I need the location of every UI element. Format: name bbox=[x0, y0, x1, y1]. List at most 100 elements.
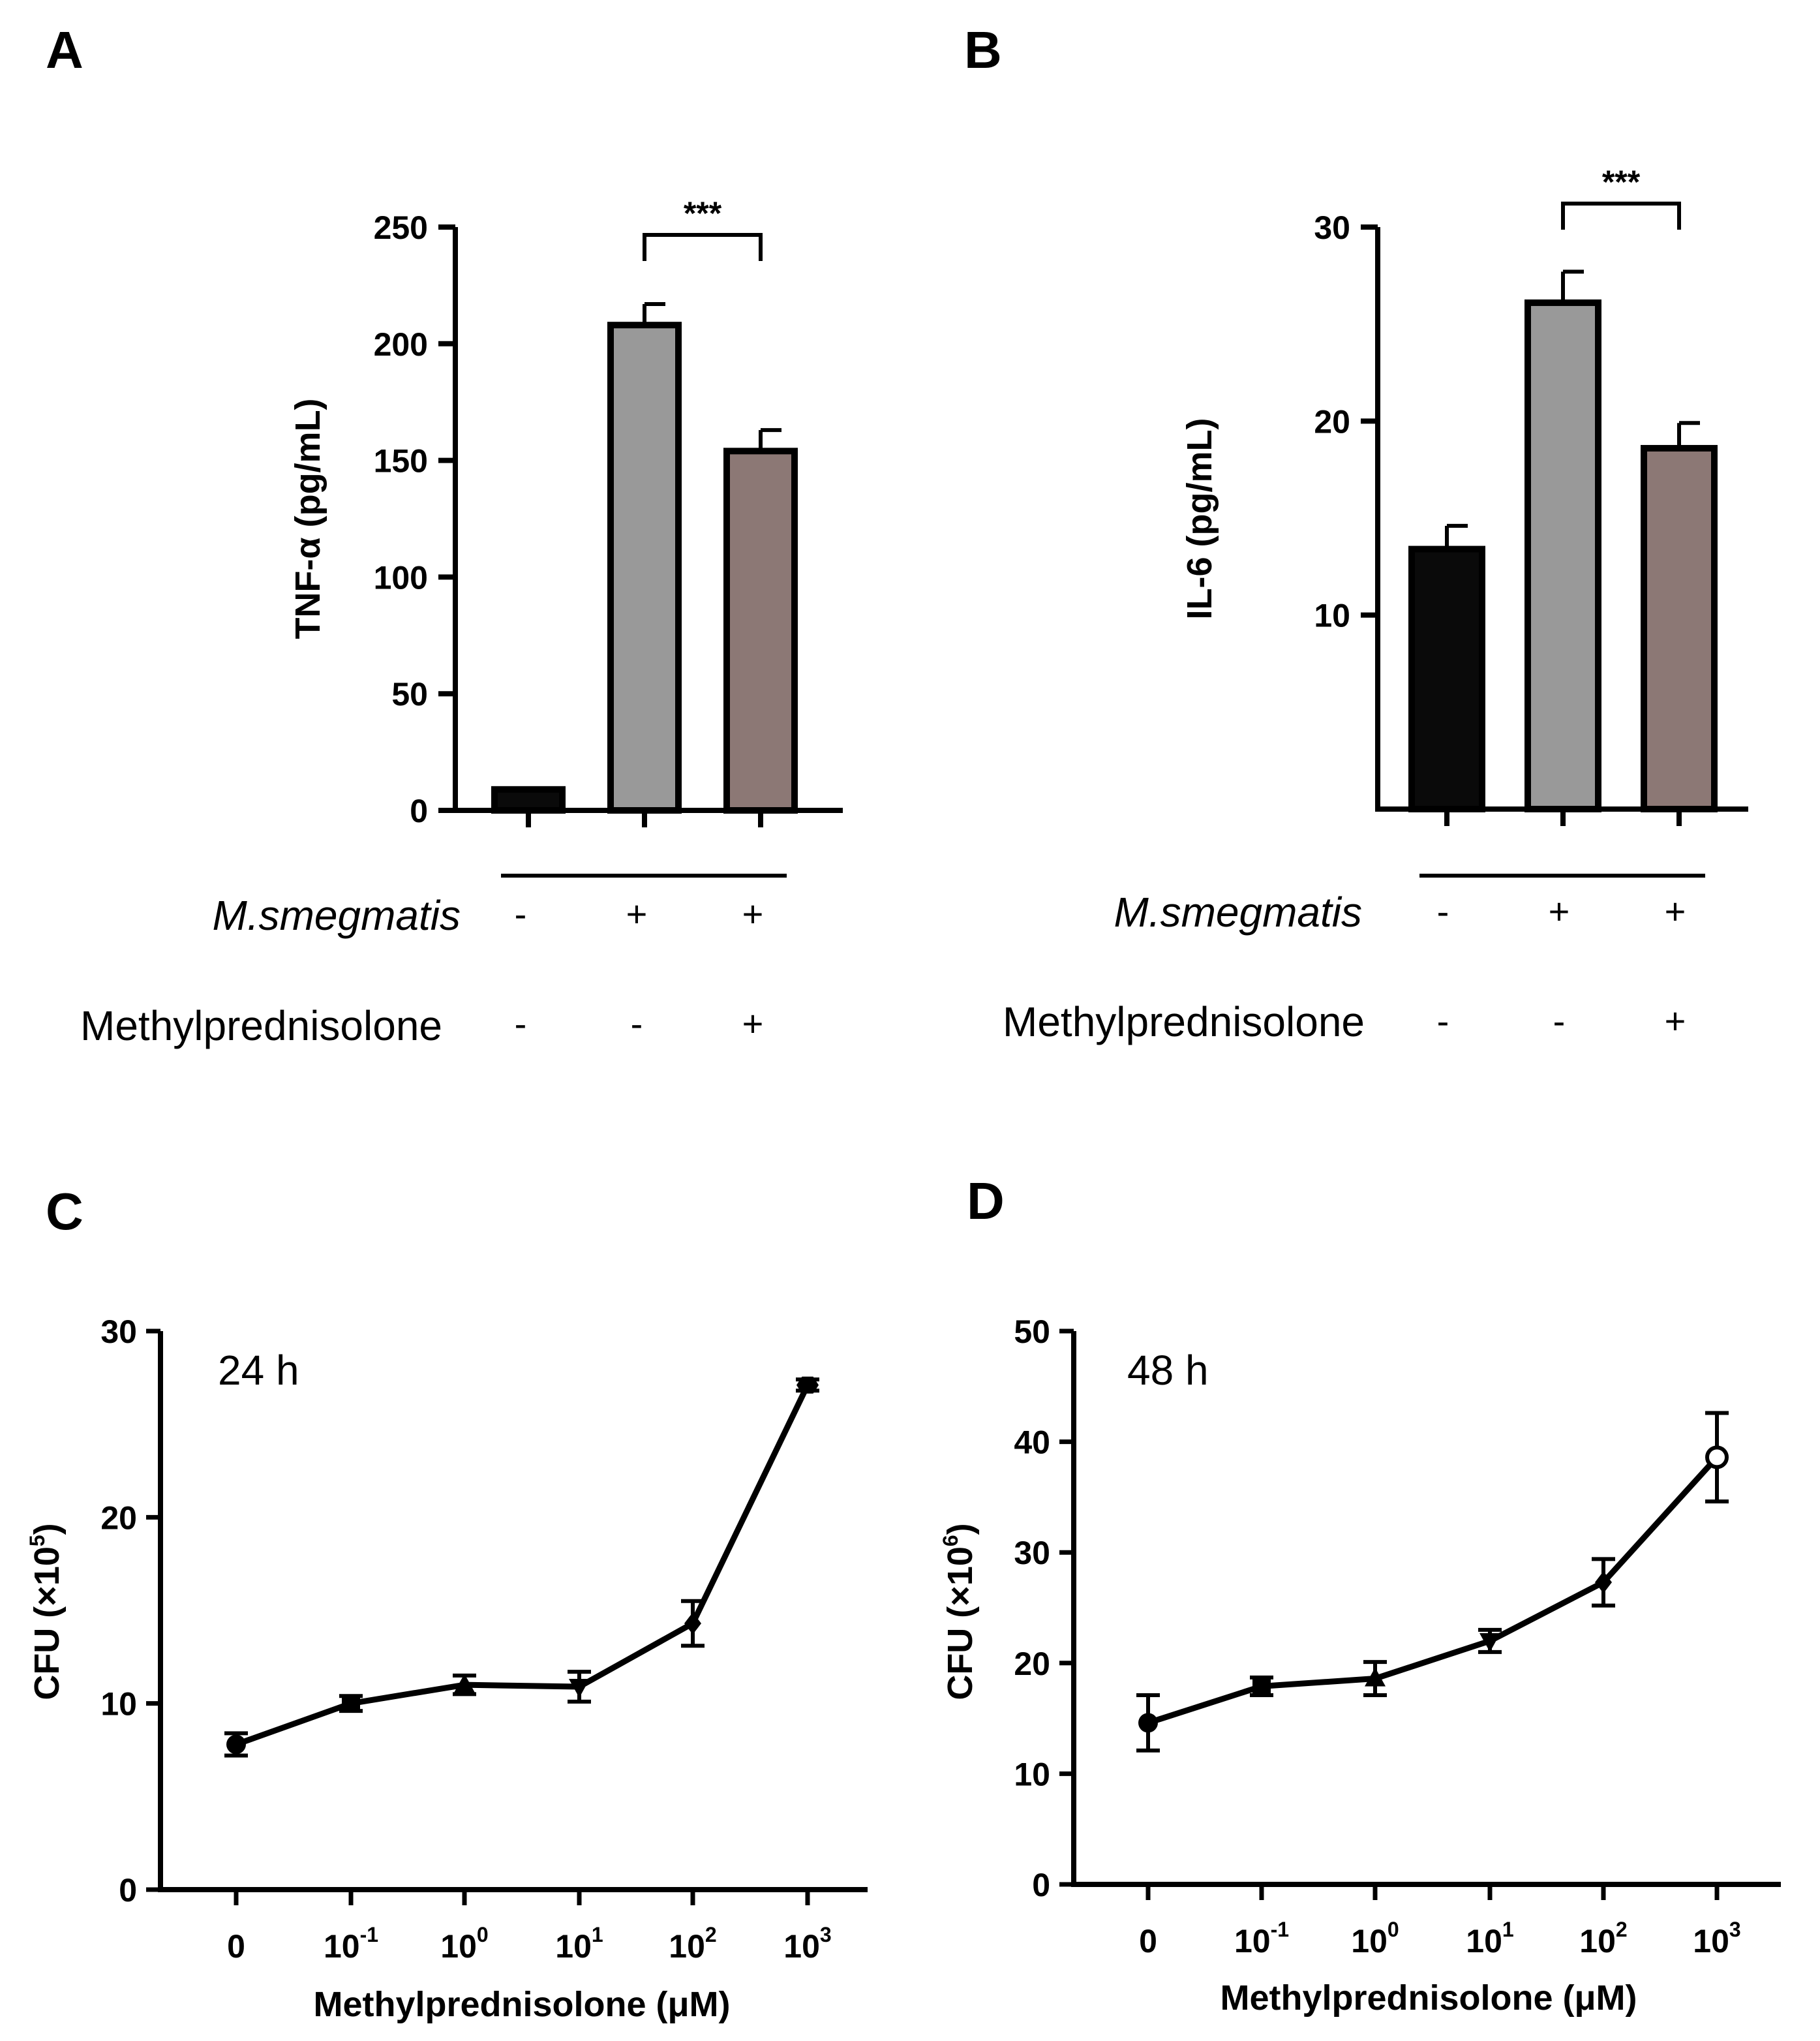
d-x-tick-label: 0 bbox=[1139, 1923, 1157, 1959]
d-x-tick-base: 10 bbox=[1466, 1923, 1502, 1959]
d-x-tick-exp: 0 bbox=[1388, 1918, 1399, 1941]
c-x-tick-base: 10 bbox=[783, 1928, 820, 1965]
c-y-tick-label: 10 bbox=[100, 1686, 137, 1723]
d-y-tick-label: 50 bbox=[1014, 1313, 1050, 1350]
c-y-axis-title-close: ) bbox=[27, 1523, 67, 1535]
a-condition-sign-m-smegmatis: - bbox=[515, 893, 527, 934]
b-condition-sign-m-smegmatis: - bbox=[1437, 891, 1449, 932]
b-condition-label-m-smegmatis: M.smegmatis bbox=[1114, 889, 1363, 936]
d-y-axis-title: CFU (×106) bbox=[939, 1523, 980, 1700]
c-x-tick-base: 10 bbox=[324, 1928, 360, 1965]
c-y-tick-label: 0 bbox=[119, 1872, 137, 1909]
c-y-tick-label: 20 bbox=[100, 1499, 137, 1536]
a-y-tick-label: 250 bbox=[374, 209, 428, 246]
b-bar bbox=[1524, 299, 1601, 812]
a-y-axis-title: TNF-α (pg/mL) bbox=[288, 398, 327, 639]
c-x-tick-exp: 3 bbox=[820, 1923, 832, 1946]
a-bar bbox=[607, 322, 682, 814]
c-x-tick-label: 0 bbox=[227, 1928, 245, 1965]
c-series-line bbox=[235, 1383, 811, 1747]
d-annotation-48h: 48 h bbox=[1127, 1347, 1209, 1394]
a-significance-bracket bbox=[643, 233, 763, 261]
d-y-tick-label: 20 bbox=[1014, 1646, 1050, 1682]
b-y-tick-label: 10 bbox=[1314, 598, 1350, 634]
d-data-point bbox=[1595, 1571, 1612, 1593]
d-data-point bbox=[1138, 1713, 1158, 1733]
panel-letter-b: B bbox=[964, 21, 1002, 79]
b-y-axis-title: IL-6 (pg/mL) bbox=[1180, 418, 1219, 620]
d-data-point bbox=[1479, 1633, 1500, 1652]
d-y-tick-label: 10 bbox=[1014, 1756, 1050, 1792]
panel-a: A 0 50 100 150 200 250 TNF-α (pg/mL) *** M.sm… bbox=[46, 21, 843, 1049]
d-x-tick-exp: 1 bbox=[1502, 1918, 1514, 1941]
c-x-tick-base: 10 bbox=[669, 1928, 705, 1965]
c-y-axis-title-exp: 5 bbox=[25, 1535, 49, 1546]
a-condition-label-m-smegmatis: M.smegmatis bbox=[213, 892, 461, 939]
d-x-tick-exp: 2 bbox=[1616, 1918, 1628, 1941]
a-condition-label-methylprednisolone: Methylprednisolone bbox=[80, 1002, 442, 1049]
c-data-point bbox=[796, 1376, 819, 1394]
c-y-axis-title-base: CFU (×10 bbox=[27, 1546, 67, 1700]
panel-letter-a: A bbox=[46, 21, 83, 79]
a-condition-sign-m-smegmatis: + bbox=[742, 893, 764, 934]
c-x-tick-exp: 2 bbox=[705, 1923, 717, 1946]
c-x-tick-label: 103 bbox=[783, 1923, 831, 1965]
d-x-tick-label: 100 bbox=[1351, 1918, 1399, 1959]
a-condition-sign-m-smegmatis: + bbox=[626, 893, 648, 934]
b-condition-sign-methylprednisolone: - bbox=[1553, 1000, 1566, 1041]
d-data-point bbox=[1365, 1667, 1386, 1687]
d-x-tick-base: 10 bbox=[1351, 1923, 1388, 1959]
b-significance-bracket bbox=[1561, 202, 1681, 230]
b-condition-label-methylprednisolone: Methylprednisolone bbox=[1003, 998, 1365, 1045]
a-y-tick-label: 150 bbox=[374, 443, 428, 480]
d-x-tick-label: 102 bbox=[1579, 1918, 1627, 1959]
c-data-point bbox=[569, 1678, 590, 1698]
c-x-axis-title: Methylprednisolone (μM) bbox=[313, 1985, 730, 2024]
a-bar bbox=[723, 448, 798, 814]
c-data-point bbox=[226, 1734, 246, 1755]
c-annotation-24h: 24 h bbox=[218, 1347, 299, 1394]
d-x-tick-label: 101 bbox=[1466, 1918, 1513, 1959]
d-y-axis-title-exp: 6 bbox=[939, 1535, 962, 1546]
b-bar bbox=[1408, 545, 1485, 812]
d-series-line bbox=[1147, 1455, 1720, 1726]
c-x-tick-base: 10 bbox=[440, 1928, 477, 1965]
c-y-axis-title: CFU (×105) bbox=[25, 1523, 67, 1700]
d-x-tick-base: 10 bbox=[1234, 1923, 1271, 1959]
d-x-tick-base: 10 bbox=[1693, 1923, 1729, 1959]
b-condition-sign-methylprednisolone: - bbox=[1437, 1000, 1449, 1041]
b-condition-sign-methylprednisolone: + bbox=[1665, 1000, 1686, 1041]
d-data-point bbox=[1252, 1677, 1271, 1696]
d-y-axis-title-close: ) bbox=[941, 1523, 980, 1535]
b-y-tick-label: 20 bbox=[1314, 403, 1350, 440]
d-x-tick-exp: 3 bbox=[1729, 1918, 1741, 1941]
d-y-tick-label: 40 bbox=[1014, 1424, 1050, 1461]
c-x-tick-base: 0 bbox=[227, 1928, 245, 1965]
c-x-tick-label: 10-1 bbox=[324, 1923, 378, 1965]
a-y-tick-label: 0 bbox=[410, 793, 428, 829]
c-x-tick-exp: -1 bbox=[360, 1923, 378, 1946]
c-x-tick-exp: 0 bbox=[477, 1923, 489, 1946]
a-significance-label: *** bbox=[684, 195, 722, 232]
c-data-point bbox=[454, 1674, 475, 1693]
d-x-tick-exp: -1 bbox=[1271, 1918, 1289, 1941]
d-x-axis-title: Methylprednisolone (μM) bbox=[1220, 1978, 1637, 2018]
a-condition-sign-methylprednisolone: - bbox=[631, 1003, 643, 1044]
a-y-tick-label: 100 bbox=[374, 559, 428, 596]
d-x-tick-label: 103 bbox=[1693, 1918, 1740, 1959]
c-x-tick-base: 10 bbox=[555, 1928, 592, 1965]
a-y-tick-label: 50 bbox=[391, 676, 428, 713]
c-data-point bbox=[684, 1612, 701, 1634]
b-significance-label: *** bbox=[1602, 164, 1641, 200]
panel-b: B 10 20 30 IL-6 (pg/mL) *** M.smegmatis Me… bbox=[964, 21, 1748, 1045]
b-condition-sign-m-smegmatis: + bbox=[1665, 891, 1686, 932]
d-y-tick-label: 30 bbox=[1014, 1535, 1050, 1571]
a-condition-sign-methylprednisolone: - bbox=[515, 1003, 527, 1044]
d-data-point bbox=[1705, 1445, 1729, 1469]
c-data-point bbox=[342, 1694, 360, 1713]
c-x-tick-exp: 1 bbox=[592, 1923, 603, 1946]
b-y-tick-label: 30 bbox=[1314, 209, 1350, 246]
